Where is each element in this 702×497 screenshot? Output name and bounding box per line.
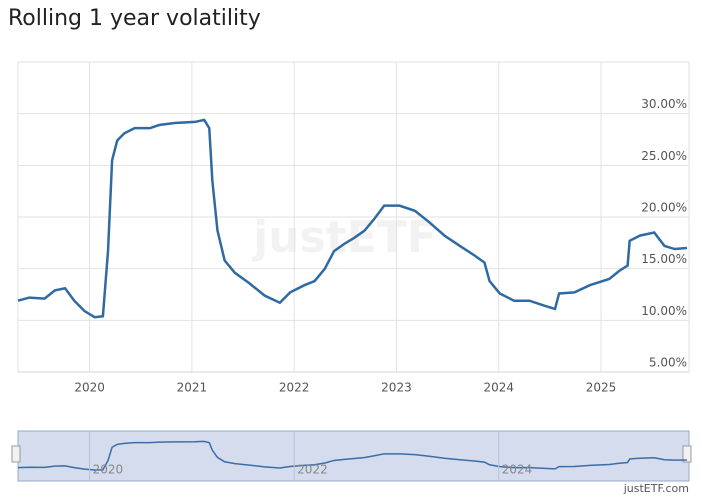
- navigator-handle[interactable]: [682, 445, 692, 463]
- x-tick-label: 2022: [279, 381, 310, 395]
- navigator-tick-label: 2020: [93, 463, 124, 477]
- y-tick-label: 30.00%: [641, 97, 687, 111]
- y-tick-label: 20.00%: [641, 201, 687, 215]
- watermark: justETF: [251, 212, 437, 263]
- navigator-handle[interactable]: [11, 445, 21, 463]
- y-tick-label: 25.00%: [641, 149, 687, 163]
- chart-title: Rolling 1 year volatility: [8, 6, 261, 31]
- credit: justETF.com: [623, 482, 689, 495]
- series-line: [17, 118, 688, 319]
- navigator-tick-label: 2022: [297, 463, 328, 477]
- navigator-line: [17, 440, 687, 471]
- x-tick-label: 2020: [74, 381, 105, 395]
- y-tick-label: 15.00%: [641, 252, 687, 266]
- navigator-window[interactable]: [17, 430, 690, 482]
- x-tick-label: 2024: [483, 381, 514, 395]
- x-tick-label: 2021: [177, 381, 208, 395]
- y-tick-label: 5.00%: [649, 356, 687, 370]
- navigator-tick-label: 2024: [502, 463, 533, 477]
- x-tick-label: 2025: [586, 381, 617, 395]
- x-tick-label: 2023: [381, 381, 412, 395]
- y-tick-label: 10.00%: [641, 304, 687, 318]
